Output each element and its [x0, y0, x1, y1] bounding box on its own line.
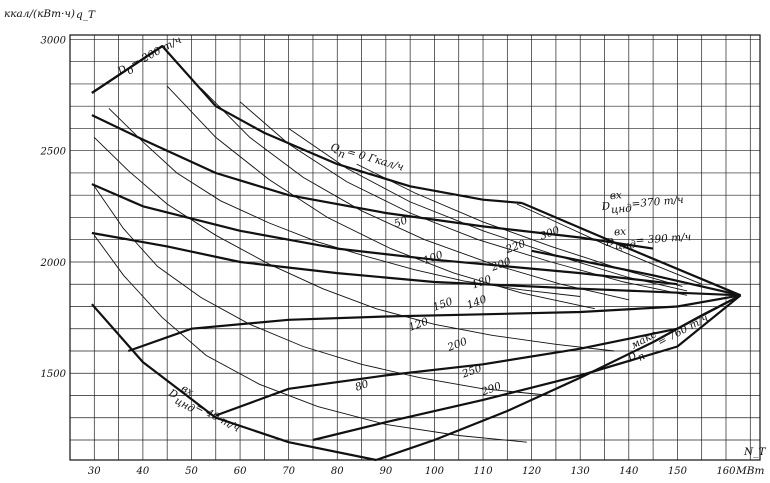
svg-text:п: п [636, 350, 648, 364]
y-tick-label: 2000 [40, 258, 67, 269]
d-curve [127, 294, 741, 353]
thin-curve [516, 203, 702, 285]
thin-curve [200, 88, 629, 301]
x-tick-label: 60 [234, 466, 247, 477]
plot-frame [69, 34, 761, 461]
x-tick-label: 80 [331, 466, 344, 477]
boundary-curve [91, 303, 377, 462]
x-tick-label: 160 [716, 466, 736, 477]
y-tick-label: 1500 [41, 369, 67, 380]
x-tick-label: 30 [88, 466, 101, 477]
x-tick-label: 70 [282, 466, 295, 477]
thin-curve [288, 128, 688, 292]
y-tick-label: 3000 [41, 35, 67, 46]
x-axis-label: N_T [743, 446, 766, 458]
thin-curve [166, 85, 595, 310]
annotation-d370: D вх цнд =370 т/ч [600, 189, 684, 216]
svg-text:цнд: цнд [615, 239, 637, 252]
svg-text:вх: вх [609, 189, 622, 202]
svg-text:=370 т/ч: =370 т/ч [631, 194, 684, 211]
curve-label: 180 [470, 273, 493, 291]
curves [91, 45, 742, 462]
y-axis-unit: ккал/(кВт·ч) [4, 8, 75, 20]
x-axis-unit: МВт [735, 465, 764, 477]
svg-text:п: п [337, 148, 347, 161]
boundary-curve [531, 249, 741, 297]
x-tick-label: 100 [425, 466, 445, 477]
svg-text:цнд: цнд [173, 395, 197, 416]
x-tick-label: 90 [379, 466, 392, 477]
curve-label: 200 [445, 336, 469, 355]
q-curve [91, 114, 654, 250]
svg-text:Q: Q [329, 141, 341, 155]
svg-text:= 390 т/ч: = 390 т/ч [635, 231, 691, 247]
x-tick-label: 150 [668, 466, 688, 477]
annotation-dmax: D макс п = 760 т/ч [625, 312, 711, 365]
boundary-curve [91, 45, 163, 94]
thin-curve [93, 186, 552, 396]
y-axis-label: q_T [76, 9, 96, 21]
curve-label: 250 [460, 362, 484, 381]
annotation-d390: D вх цнд = 390 т/ч [604, 226, 691, 253]
x-tick-label: 120 [522, 466, 542, 477]
curve-label: 140 [465, 293, 488, 311]
x-tick-label: 140 [619, 466, 639, 477]
annotation-d0: D o = 200 т/ч [115, 34, 184, 78]
svg-text:D: D [604, 236, 615, 249]
q-curve [91, 45, 522, 205]
svg-text:макс: макс [629, 328, 659, 351]
x-tick-label: 40 [136, 466, 150, 477]
thin-curve [93, 235, 527, 443]
x-tick-label: 50 [185, 466, 198, 477]
curve-label: 200 [489, 255, 513, 274]
svg-text:цнд: цнд [611, 202, 633, 216]
boundary-curve [375, 294, 742, 462]
x-tick-label: 110 [473, 466, 493, 477]
thin-curve [239, 101, 688, 296]
tick-labels: 30 40 50 60 70 80 90 100 110 120 130 140 150 160 1500 2… [40, 35, 737, 477]
svg-text:вх: вх [614, 226, 627, 239]
thin-curve [93, 137, 615, 352]
curve-label: 80 [354, 378, 371, 394]
x-tick-label: 130 [571, 466, 591, 477]
curve-label: 100 [422, 249, 445, 267]
curve-label: 150 [431, 295, 454, 313]
svg-text:D: D [600, 200, 611, 213]
q-curve [91, 231, 741, 297]
grid [69, 35, 760, 460]
svg-text:вх: вх [179, 382, 195, 398]
q-curve [91, 183, 678, 286]
curve-label: 50 [392, 214, 409, 230]
y-tick-label: 2500 [40, 147, 67, 158]
d-curve [312, 294, 742, 442]
svg-text:o: o [125, 64, 136, 78]
boundary-curve [521, 201, 742, 297]
